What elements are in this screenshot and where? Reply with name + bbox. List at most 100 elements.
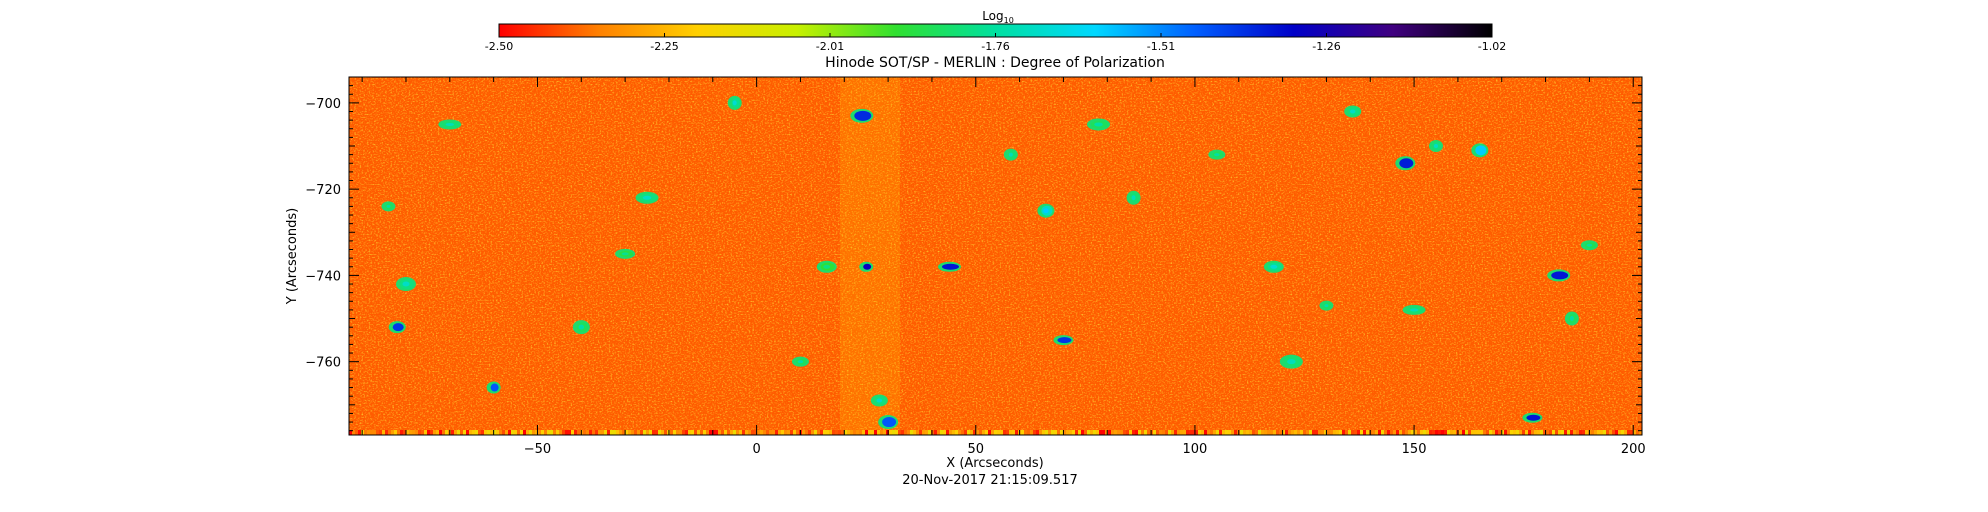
bottom-row-pixel: [853, 430, 856, 435]
bottom-row-pixel: [988, 430, 991, 435]
bottom-row-pixel: [556, 430, 559, 435]
bottom-row-pixel: [1045, 430, 1048, 435]
bottom-row-pixel: [1114, 430, 1117, 435]
bottom-row-pixel: [610, 430, 613, 435]
bottom-row-pixel: [592, 430, 595, 435]
bottom-row-pixel: [1216, 430, 1219, 435]
bottom-row-pixel: [1345, 430, 1348, 435]
bottom-row-pixel: [730, 430, 733, 435]
bottom-row-pixel: [802, 430, 805, 435]
bottom-row-pixel: [1135, 430, 1138, 435]
bottom-row-pixel: [1132, 430, 1135, 435]
bottom-row-pixel: [1255, 430, 1258, 435]
bottom-row-pixel: [619, 430, 622, 435]
bottom-row-pixel: [817, 430, 820, 435]
feature-patch: [1428, 140, 1443, 153]
bottom-row-pixel: [1276, 430, 1279, 435]
bottom-row-pixel: [1438, 430, 1441, 435]
bottom-row-pixel: [841, 430, 844, 435]
bottom-row-pixel: [1600, 430, 1603, 435]
bottom-row-pixel: [808, 430, 811, 435]
bottom-row-pixel: [1039, 430, 1042, 435]
bottom-row-pixel: [1384, 430, 1387, 435]
colorbar-tick-label: -1.51: [1147, 40, 1175, 53]
bottom-row-pixel: [1201, 430, 1204, 435]
bottom-row-pixel: [1318, 430, 1321, 435]
bottom-row-pixel: [1525, 430, 1528, 435]
bottom-row-pixel: [688, 430, 691, 435]
bottom-row-pixel: [1030, 430, 1033, 435]
bottom-row-pixel: [865, 430, 868, 435]
bottom-row-pixel: [1198, 430, 1201, 435]
bottom-row-pixel: [1177, 430, 1180, 435]
bottom-row-pixel: [778, 430, 781, 435]
bottom-row-pixel: [739, 430, 742, 435]
bottom-row-pixel: [388, 430, 391, 435]
bottom-row-pixel: [1303, 430, 1306, 435]
bottom-row-pixel: [454, 430, 457, 435]
bottom-row-pixel: [1528, 430, 1531, 435]
bottom-row-pixel: [511, 430, 514, 435]
bottom-row-pixel: [1558, 430, 1561, 435]
feature-patch: [1395, 156, 1416, 171]
y-tick-label: −760: [305, 356, 341, 371]
bottom-row-pixel: [1573, 430, 1576, 435]
bottom-row-pixel: [1189, 430, 1192, 435]
bottom-row-pixel: [913, 430, 916, 435]
x-tick-label: 50: [968, 442, 985, 457]
bottom-row-pixel: [1120, 430, 1123, 435]
bottom-row-pixel: [1051, 430, 1054, 435]
bottom-row-pixel: [1279, 430, 1282, 435]
bottom-row-pixel: [1108, 430, 1111, 435]
bottom-row-pixel: [754, 430, 757, 435]
bottom-row-pixel: [760, 430, 763, 435]
colorbar-tick-label: -2.25: [650, 40, 678, 53]
bottom-row-pixel: [532, 430, 535, 435]
bottom-row-pixel: [919, 430, 922, 435]
bottom-row-pixel: [721, 430, 724, 435]
bottom-row-pixel: [1063, 430, 1066, 435]
bottom-row-pixel: [1483, 430, 1486, 435]
bottom-row-pixel: [1402, 430, 1405, 435]
bottom-row-pixel: [1348, 430, 1351, 435]
bottom-row-pixel: [1174, 430, 1177, 435]
bottom-row-pixel: [922, 430, 925, 435]
bottom-row-pixel: [1294, 430, 1297, 435]
bottom-row-pixel: [889, 430, 892, 435]
bottom-row-pixel: [625, 430, 628, 435]
bottom-row-pixel: [1138, 430, 1141, 435]
bottom-row-pixel: [706, 430, 709, 435]
bottom-row-pixel: [1081, 430, 1084, 435]
bottom-row-pixel: [820, 430, 823, 435]
bottom-row-pixel: [565, 430, 568, 435]
bottom-row-pixel: [1639, 430, 1642, 435]
bottom-row-pixel: [1546, 430, 1549, 435]
bottom-row-pixel: [643, 430, 646, 435]
feature-patch: [859, 261, 874, 272]
bottom-row-pixel: [391, 430, 394, 435]
bottom-row-pixel: [1321, 430, 1324, 435]
bottom-row-pixel: [862, 430, 865, 435]
bottom-row-pixel: [952, 430, 955, 435]
x-tick-label: 0: [752, 442, 760, 457]
bottom-row-pixel: [835, 430, 838, 435]
feature-patch: [1319, 300, 1334, 311]
bottom-row-pixel: [562, 430, 565, 435]
bottom-row-pixel: [877, 430, 880, 435]
feature-patch: [1053, 335, 1074, 346]
bottom-row-pixel: [616, 430, 619, 435]
bottom-row-pixel: [928, 430, 931, 435]
bottom-row-pixel: [1231, 430, 1234, 435]
bottom-row-pixel: [1219, 430, 1222, 435]
bottom-row-pixel: [451, 430, 454, 435]
bottom-row-pixel: [490, 430, 493, 435]
bottom-row-pixel: [1168, 430, 1171, 435]
colorbar-tick-label: -2.01: [816, 40, 844, 53]
bottom-row-pixel: [1258, 430, 1261, 435]
x-tick-label: 200: [1621, 442, 1646, 457]
bottom-row-pixel: [655, 430, 658, 435]
bottom-row-pixel: [1165, 430, 1168, 435]
bottom-row-pixel: [604, 430, 607, 435]
bottom-row-pixel: [1453, 430, 1456, 435]
bottom-row-pixel: [472, 430, 475, 435]
